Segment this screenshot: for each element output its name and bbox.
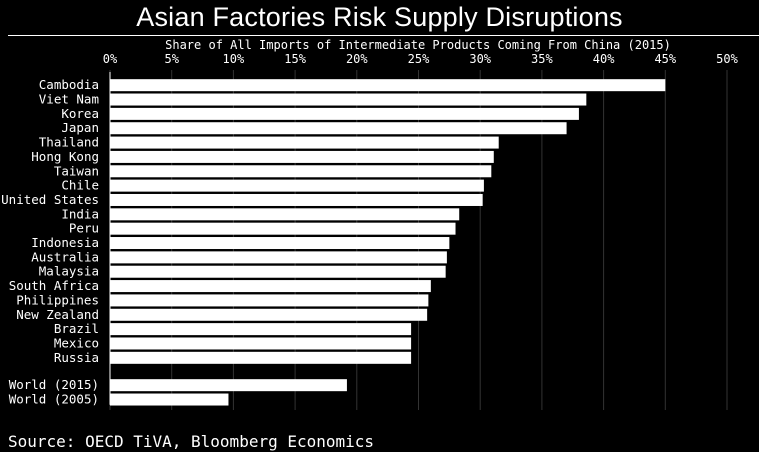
category-label: Thailand [39, 135, 99, 150]
category-label: Indonesia [31, 235, 99, 250]
title-divider [8, 35, 759, 36]
bar-south-africa [110, 280, 431, 293]
x-tick-label: 25% [408, 52, 430, 66]
category-label: New Zealand [16, 307, 99, 322]
bar-japan [110, 122, 567, 135]
bar-chile [110, 179, 484, 192]
chart-title: Asian Factories Risk Supply Disruptions [136, 2, 623, 32]
category-label: Australia [31, 249, 99, 264]
category-label: Brazil [54, 321, 99, 336]
bar-taiwan [110, 165, 492, 178]
bar-united-states [110, 193, 483, 206]
category-label: World (2005) [9, 392, 99, 407]
x-tick-label: 40% [593, 52, 615, 66]
bar-malaysia [110, 265, 446, 278]
bar-korea [110, 107, 579, 120]
category-label: Peru [69, 221, 99, 236]
category-label: Taiwan [54, 163, 99, 178]
category-label: Japan [61, 120, 99, 135]
bar-viet-nam [110, 93, 587, 106]
bar-india [110, 208, 460, 221]
x-tick-label: 5% [164, 52, 179, 66]
bar-world-2005 [110, 393, 229, 406]
category-label: Cambodia [39, 77, 99, 92]
bar-indonesia [110, 237, 450, 250]
category-label: Viet Nam [39, 92, 99, 107]
bar-australia [110, 251, 447, 264]
x-tick-label: 20% [346, 52, 368, 66]
category-label: India [61, 206, 99, 221]
x-tick-label: 15% [284, 52, 306, 66]
category-label: World (2015) [9, 377, 99, 392]
x-tick-label: 45% [654, 52, 676, 66]
bar-brazil [110, 323, 412, 336]
bar-mexico [110, 337, 412, 350]
x-tick-label: 35% [531, 52, 553, 66]
category-label: Chile [61, 178, 99, 193]
category-label: Mexico [54, 335, 99, 350]
source-note: Source: OECD TiVA, Bloomberg Economics [8, 432, 375, 451]
bar-world-2015 [110, 379, 347, 392]
category-label: Philippines [16, 292, 99, 307]
bar-chart: Share of All Imports of Intermediate Pro… [1, 38, 739, 410]
x-axis-label: Share of All Imports of Intermediate Pro… [165, 38, 671, 52]
category-label: Korea [61, 106, 99, 121]
category-label: Malaysia [39, 264, 99, 279]
x-tick-label: 10% [223, 52, 245, 66]
x-tick-label: 50% [716, 52, 738, 66]
bar-peru [110, 222, 456, 235]
category-label: Hong Kong [31, 149, 99, 164]
bar-hong-kong [110, 150, 494, 163]
category-label: United States [1, 192, 99, 207]
bar-new-zealand [110, 308, 428, 321]
category-label: Russia [54, 350, 99, 365]
bar-thailand [110, 136, 499, 149]
category-label: South Africa [9, 278, 99, 293]
x-tick-label: 30% [469, 52, 491, 66]
bar-cambodia [110, 79, 666, 92]
x-tick-labels: 0% 5% 10% 15% 20% 25% 30% 35% 40% 45% 50% [103, 52, 739, 66]
bar-philippines [110, 294, 429, 307]
bar-russia [110, 351, 412, 364]
x-tick-label: 0% [103, 52, 118, 66]
bars [110, 79, 666, 406]
